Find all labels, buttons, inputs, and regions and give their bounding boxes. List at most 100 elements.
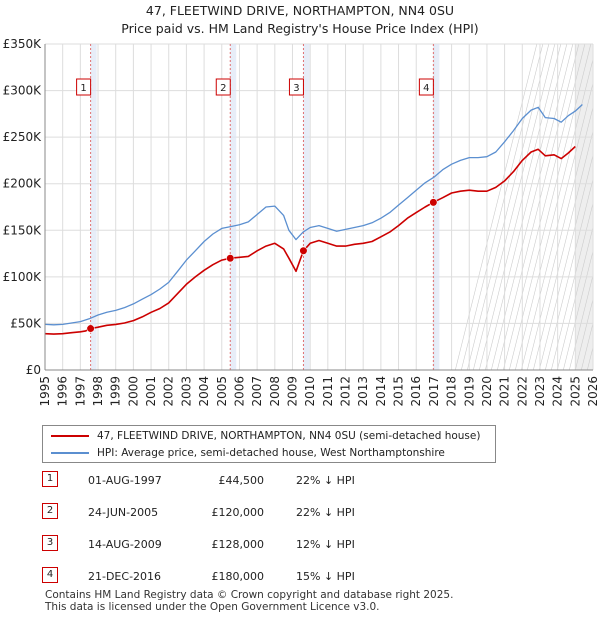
x-tick-label: 2012 [339,376,353,407]
forecast-hatch [461,43,544,371]
sale-hpi-diff: 12% ↓ HPI [296,538,355,551]
sale-label-number: 4 [423,83,429,94]
sale-price: £128,000 [211,538,265,551]
legend-label-hpi: HPI: Average price, semi-detached house,… [97,447,445,459]
sale-event-band [433,44,440,370]
price-chart: 1 2 3 4 £0 £50K £100K £150K £200K £250K £300K £350… [3,37,600,407]
forecast-hatch [503,43,586,371]
sale-label-box [418,78,434,96]
sale-price: £120,000 [211,506,265,519]
x-tick-label: 2019 [462,376,476,407]
x-tick-label: 2000 [126,376,140,407]
sale-label-number: 2 [220,83,226,94]
sale-label-box [215,78,231,96]
forecast-hatch [467,43,550,371]
plot-background [45,44,593,370]
chart-title-line-2: Price paid vs. HM Land Registry's House … [121,21,479,36]
forecast-hatch [533,102,600,371]
event-band-layer [90,44,440,370]
x-tick-label: 2022 [515,376,529,407]
sale-price: £180,000 [211,570,265,583]
x-tick-label: 2005 [215,376,229,407]
sale-date: 01-AUG-1997 [88,474,162,487]
sale-marker [226,254,235,263]
x-tick-label: 2006 [232,376,246,407]
x-tick-label: 2017 [427,376,441,407]
x-tick-label: 2016 [409,376,423,407]
legend-label-property: 47, FLEETWIND DRIVE, NORTHAMPTON, NN4 0S… [97,430,481,442]
x-tick-label: 2018 [445,376,459,407]
sale-number-badge: 3 [42,535,58,551]
sale-hpi-diff: 22% ↓ HPI [296,474,355,487]
forecast-hatch [563,222,600,371]
sale-hpi-diff: 22% ↓ HPI [296,506,355,519]
y-tick-label: £50K [10,316,42,330]
forecast-hatch [509,43,592,371]
x-tick-label: 2004 [197,376,211,407]
forecast-mask [593,42,600,372]
grid-layer [44,42,600,372]
sale-label-number: 1 [80,83,86,94]
x-tick-label: 2007 [250,376,264,407]
x-tick-label: 2013 [356,376,370,407]
y-tick-label: £250K [3,130,43,144]
x-tick-label: 1999 [109,376,123,407]
x-tick-label: 2010 [303,376,317,407]
x-tick-label: 2003 [179,376,193,407]
y-tick-label: £350K [3,37,43,51]
y-tick-label: £150K [3,223,43,237]
series-line-property [44,145,576,335]
x-tick-label: 2021 [498,376,512,407]
y-tick-label: £0 [26,363,41,377]
x-tick-label: 2026 [586,376,600,407]
x-tick-label: 2001 [144,376,158,407]
sale-date: 21-DEC-2016 [88,570,162,583]
x-tick-label: 1995 [38,376,52,407]
x-tick-label: 2008 [268,376,282,407]
legend: 47, FLEETWIND DRIVE, NORTHAMPTON, NN4 0S… [42,425,496,463]
footer-line-2: This data is licensed under the Open Gov… [45,601,380,613]
x-tick-label: 2015 [392,376,406,407]
forecast-hatch [485,43,568,371]
forecast-hatch [479,43,562,371]
chart-title-line-1: 47, FLEETWIND DRIVE, NORTHAMPTON, NN4 0S… [145,3,455,18]
legend-item-hpi: HPI: Average price, semi-detached house,… [51,445,445,461]
forecast-hatch [539,126,600,371]
forecast-hatch [515,43,598,371]
forecast-hatch [521,54,600,371]
forecast-hatch [497,43,580,371]
sale-label-number: 3 [293,83,299,94]
x-tick-label: 2023 [533,376,547,407]
sale-event-band [303,44,310,370]
series-layer [44,104,583,335]
sale-date: 24-JUN-2005 [88,506,159,519]
x-tick-label: 2020 [480,376,494,407]
forecast-hatch [545,150,600,371]
x-tick-label: 2024 [551,376,565,407]
y-tick-label: £100K [3,270,43,284]
x-tick-label: 1996 [56,376,70,407]
x-tick-label: 2002 [162,376,176,407]
footer-line-1: Contains HM Land Registry data © Crown c… [45,589,454,601]
x-tick-label: 2014 [374,376,388,407]
series-line-hpi [44,104,583,326]
x-tick-label: 1997 [73,376,87,407]
axis-layer: £0 £50K £100K £150K £200K £250K £300K £350K 1995… [3,37,600,407]
x-tick-label: 2025 [568,376,582,407]
sale-label-box [76,78,92,96]
sale-label-box [288,78,304,96]
x-tick-label: 1998 [91,376,105,407]
sale-number-badge: 4 [42,567,58,583]
x-tick-label: 2009 [285,376,299,407]
sale-marker [86,324,95,333]
sale-hpi-diff: 15% ↓ HPI [296,570,355,583]
sale-date: 14-AUG-2009 [88,538,162,551]
sale-event-band [230,44,237,370]
sale-number-badge: 2 [42,503,58,519]
sale-marker [299,246,308,255]
chart-title: 47, FLEETWIND DRIVE, NORTHAMPTON, NN4 0S… [0,2,600,38]
sale-price: £44,500 [218,474,265,487]
forecast-hatch [575,270,600,371]
sale-event-band [90,44,97,370]
legend-item-property: 47, FLEETWIND DRIVE, NORTHAMPTON, NN4 0S… [51,428,480,444]
